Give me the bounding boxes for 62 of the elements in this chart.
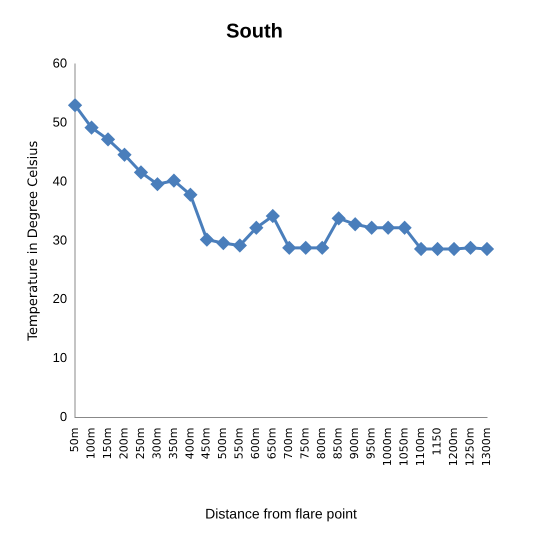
x-tick-label: 700m xyxy=(282,427,296,460)
point xyxy=(85,121,98,134)
point xyxy=(200,233,214,246)
point xyxy=(134,166,148,179)
x-tick-label: 1300m xyxy=(480,427,493,466)
y-tick-label: 10 xyxy=(52,350,68,366)
x-tick-label: 500m xyxy=(216,427,230,460)
x-tick-label: 200m xyxy=(117,427,130,460)
point xyxy=(398,221,412,234)
point xyxy=(266,210,280,222)
x-tick-label: 350m xyxy=(166,427,180,460)
x-axis-title: Distance from flare point xyxy=(205,505,358,522)
x-tick-label: 850m xyxy=(332,427,345,460)
x-tick-label: 900m xyxy=(348,427,362,460)
point xyxy=(480,242,494,256)
x-tick-label: 750m xyxy=(298,427,312,460)
x-tick-label: 950m xyxy=(364,427,378,460)
x-tick-label: 1050m xyxy=(397,427,410,466)
x-tick-label: 450m xyxy=(200,427,213,460)
y-axis-title: Temperature in Degree Celsius xyxy=(26,140,42,342)
y-tick-label: 50 xyxy=(52,114,68,130)
point xyxy=(332,212,346,225)
x-tick-label: 400m xyxy=(183,427,196,460)
point xyxy=(348,218,362,231)
x-tick-label: 1250m xyxy=(463,427,476,466)
x-tick-label: 250m xyxy=(134,427,147,460)
point xyxy=(216,236,230,250)
point xyxy=(464,241,478,254)
point xyxy=(431,242,444,256)
x-tick-label: 1100m xyxy=(414,427,427,466)
x-tick-label: 150m xyxy=(100,427,114,460)
point xyxy=(282,241,296,254)
point xyxy=(233,238,246,252)
x-tick-label: 1150 xyxy=(430,427,444,456)
point xyxy=(150,178,164,191)
x-tick-label: 1200m xyxy=(446,427,460,466)
y-tick-label: 30 xyxy=(52,232,68,248)
x-tick-label: 600m xyxy=(249,427,262,460)
x-tick-label: 300m xyxy=(150,427,164,460)
y-tick-label: 20 xyxy=(52,291,68,306)
x-tick-label: 550m xyxy=(232,427,246,460)
x-tick-label: 1000m xyxy=(380,427,394,466)
x-tick-label: 650m xyxy=(266,427,279,460)
point xyxy=(184,188,197,202)
x-tick-label: 100m xyxy=(84,427,98,460)
y-tick-label: 0 xyxy=(60,409,68,424)
point xyxy=(167,174,180,188)
point xyxy=(365,221,378,234)
y-tick-label: 60 xyxy=(52,56,68,71)
x-tick-label: 50m xyxy=(68,427,81,452)
point xyxy=(382,221,395,234)
point xyxy=(68,98,82,112)
chart-title: South xyxy=(226,20,283,43)
point xyxy=(316,241,329,254)
point xyxy=(448,242,461,256)
y-tick-label: 40 xyxy=(52,173,68,188)
point xyxy=(118,148,131,162)
point xyxy=(299,241,312,254)
point xyxy=(250,221,263,234)
point xyxy=(414,242,428,256)
x-tick-label: 800m xyxy=(315,427,328,460)
point xyxy=(102,132,115,146)
